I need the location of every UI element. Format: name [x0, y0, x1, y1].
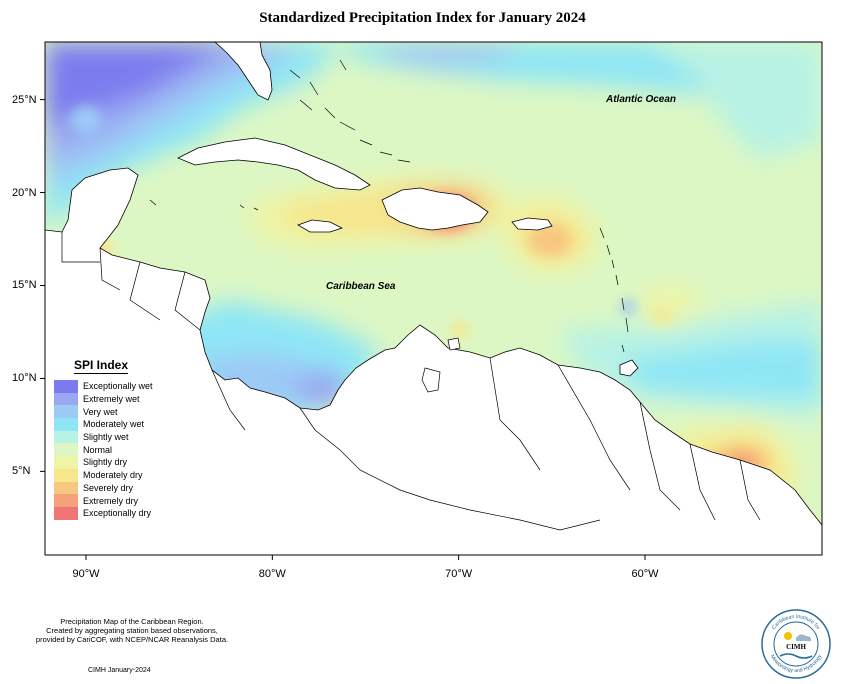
legend-label: Moderately wet: [83, 419, 145, 430]
spi-legend: SPI Index Exceptionally wet Extremely wet…: [54, 356, 164, 520]
legend-item: Normal: [54, 443, 164, 457]
y-tick-label: 20°N: [12, 186, 37, 199]
tick-marks: [40, 99, 646, 560]
y-tick-label: 25°N: [12, 93, 37, 106]
legend-swatch: [54, 418, 78, 431]
legend-swatch: [54, 456, 78, 469]
legend-swatch: [54, 506, 78, 520]
legend-label: Slightly dry: [83, 457, 128, 468]
x-tick-label: 80°W: [258, 568, 286, 580]
y-tick-label: 15°N: [12, 279, 37, 292]
footer-line-2: Created by aggregating station based obs…: [46, 626, 218, 635]
legend-item: Exceptionally wet: [54, 380, 164, 393]
footer-note: Precipitation Map of the Caribbean Regio…: [12, 617, 252, 644]
legend-swatch: [54, 405, 78, 419]
legend-item: Slightly wet: [54, 430, 164, 444]
legend-swatch: [54, 468, 78, 482]
y-tick-label: 10°N: [12, 372, 37, 385]
landmass-layer: [45, 42, 822, 555]
legend-swatch: [54, 380, 78, 393]
x-tick-label: 90°W: [72, 568, 100, 580]
legend-label: Extremely dry: [83, 495, 139, 506]
legend-item: Extremely wet: [54, 392, 164, 406]
legend-item: Moderately wet: [54, 418, 164, 431]
caribbean-sea-label: Caribbean Sea: [326, 281, 396, 292]
legend-swatch: [54, 443, 78, 457]
legend-swatch: [54, 494, 78, 507]
legend-item: Slightly dry: [54, 456, 164, 469]
legend-label: Exceptionally dry: [83, 508, 152, 519]
footer-date: CIMH January-2024: [88, 667, 151, 674]
legend-rows: Exceptionally wet Extremely wet Very wet Mo…: [54, 380, 164, 520]
y-tick-label: 5°N: [12, 465, 31, 478]
legend-item: Moderately dry: [54, 468, 164, 482]
legend-label: Slightly wet: [83, 432, 129, 443]
logo-center-text: CIMH: [786, 643, 806, 651]
legend-swatch: [54, 392, 78, 406]
legend-label: Severely dry: [83, 482, 134, 493]
legend-item: Extremely dry: [54, 494, 164, 507]
x-tick-label: 70°W: [445, 568, 473, 580]
legend-item: Exceptionally dry: [54, 506, 164, 520]
legend-swatch: [54, 481, 78, 495]
legend-label: Extremely wet: [83, 394, 140, 405]
cimh-logo: Caribbean Institute for Meteorology and …: [761, 609, 831, 679]
map-frame: [44, 41, 823, 556]
footer-line-1: Precipitation Map of the Caribbean Regio…: [60, 617, 204, 626]
map-title: Standardized Precipitation Index for Jan…: [259, 10, 586, 26]
cloud-icon: [796, 634, 812, 641]
legend-label: Very wet: [83, 406, 118, 417]
country-borders: [61, 232, 761, 531]
legend-label: Normal: [83, 444, 113, 455]
legend-item: Severely dry: [54, 481, 164, 495]
legend-label: Moderately dry: [83, 470, 143, 481]
sun-icon: [784, 632, 792, 640]
legend-swatch: [54, 430, 78, 444]
legend-item: Very wet: [54, 405, 164, 419]
legend-title: SPI Index: [74, 358, 129, 374]
legend-label: Exceptionally wet: [83, 381, 153, 392]
footer-line-3: provided by CariCOF, with NCEP/NCAR Rean…: [35, 635, 229, 644]
atlantic-ocean-label: Atlantic Ocean: [606, 94, 677, 105]
x-tick-label: 60°W: [631, 568, 659, 580]
islands-layer: [149, 59, 629, 393]
wave-icon: [779, 653, 813, 659]
spi-field: [45, 42, 822, 555]
